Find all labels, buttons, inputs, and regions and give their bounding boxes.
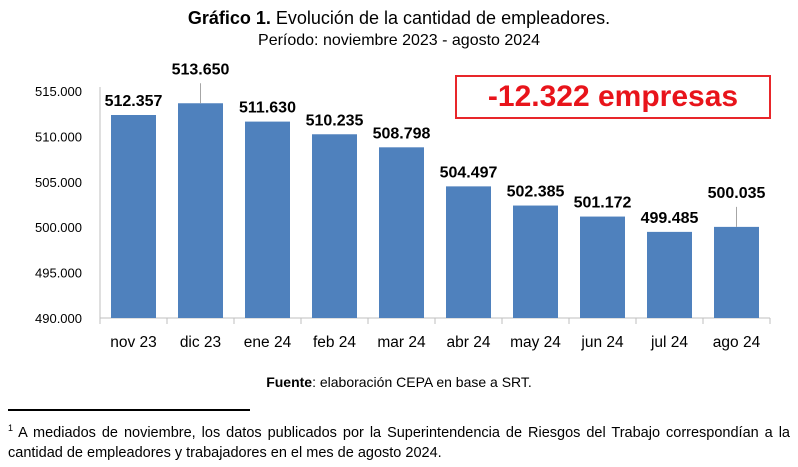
bar <box>513 205 558 318</box>
bar <box>111 114 156 318</box>
chart-title: Gráfico 1. Evolución de la cantidad de e… <box>0 7 798 29</box>
y-tick-label: 495.000 <box>35 266 82 281</box>
data-label: 499.485 <box>641 210 699 227</box>
x-tick-label: dic 23 <box>180 334 221 351</box>
x-tick-label: jun 24 <box>580 334 624 351</box>
bar <box>178 103 223 319</box>
x-tick-label: feb 24 <box>313 334 356 351</box>
x-tick-label: mar 24 <box>377 334 426 351</box>
y-tick-label: 515.000 <box>35 84 82 99</box>
data-label: 512.357 <box>105 93 163 110</box>
footnote: 1 A mediados de noviembre, los datos pub… <box>8 418 790 463</box>
y-tick-label: 510.000 <box>35 129 82 144</box>
y-tick-label: 505.000 <box>35 175 82 190</box>
footnote-text: A mediados de noviembre, los datos publi… <box>8 424 790 461</box>
x-tick-label: ago 24 <box>713 334 761 351</box>
x-tick-label: ene 24 <box>244 334 292 351</box>
bar <box>446 186 491 318</box>
x-tick-label: nov 23 <box>110 334 157 351</box>
x-tick-label: jul 24 <box>650 334 688 351</box>
source-text: : elaboración CEPA en base a SRT. <box>312 374 532 390</box>
data-label: 502.385 <box>507 184 565 201</box>
bar <box>312 134 357 318</box>
chart-subtitle: Período: noviembre 2023 - agosto 2024 <box>258 32 540 49</box>
bar <box>714 226 759 318</box>
source-note: Fuente: elaboración CEPA en base a SRT. <box>0 374 798 390</box>
data-label: 504.497 <box>440 164 498 181</box>
data-label: 500.035 <box>708 185 766 202</box>
source-label: Fuente <box>266 374 313 390</box>
y-tick-label: 490.000 <box>35 311 82 326</box>
bar <box>580 216 625 318</box>
data-label: 508.798 <box>373 125 431 142</box>
annotation-box: -12.322 empresas <box>455 75 771 119</box>
bar <box>647 231 692 318</box>
footnote-mark: 1 <box>8 423 14 433</box>
x-tick-label: abr 24 <box>447 334 491 351</box>
data-label: 511.630 <box>239 100 296 117</box>
chart-title-text: Evolución de la cantidad de empleadores. <box>275 8 611 28</box>
chart-title-bold: Gráfico 1. <box>187 8 271 28</box>
y-tick-label: 500.000 <box>35 220 82 235</box>
bar <box>379 147 424 318</box>
x-tick-label: may 24 <box>510 334 561 351</box>
footnote-divider <box>8 409 250 411</box>
data-label: 513.650 <box>172 61 230 78</box>
data-label: 501.172 <box>574 195 632 212</box>
data-label: 510.235 <box>306 112 364 129</box>
bar <box>245 121 290 318</box>
